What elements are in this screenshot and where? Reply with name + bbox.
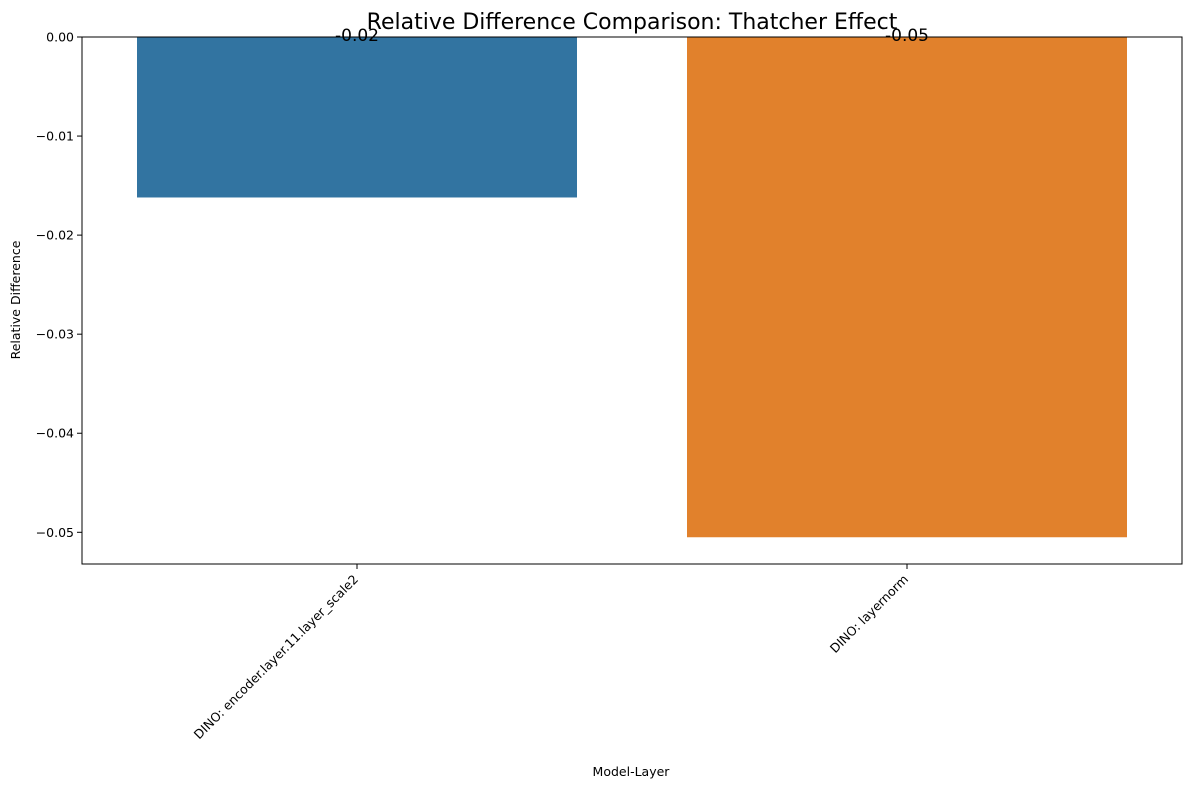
y-tick-label: −0.01 (36, 129, 74, 144)
plot-frame (81, 36, 1183, 565)
x-axis: DINO: encoder.layer.11.layer_scale2 DINO:… (191, 564, 911, 742)
x-tick-label: DINO: layernorm (827, 572, 911, 656)
y-tick-label: −0.05 (36, 525, 74, 540)
bar (137, 37, 577, 198)
data-labels-group: -0.02 -0.05 (335, 26, 929, 46)
y-tick-label: −0.04 (36, 426, 74, 441)
bar-data-label: -0.05 (885, 26, 929, 46)
y-axis: 0.00 −0.01 −0.02 −0.03 −0.04 −0.05 (36, 30, 82, 540)
x-axis-label: Model-Layer (593, 764, 671, 779)
x-tick-label: DINO: encoder.layer.11.layer_scale2 (191, 572, 361, 742)
bars-group (137, 37, 1127, 538)
bar (687, 37, 1127, 538)
y-axis-label: Relative Difference (8, 240, 23, 359)
y-tick-label: −0.03 (36, 327, 74, 342)
y-tick-label: −0.02 (36, 228, 74, 243)
bar-data-label: -0.02 (335, 26, 379, 46)
chart-title: Relative Difference Comparison: Thatcher… (367, 10, 898, 35)
y-tick-label: 0.00 (46, 30, 74, 45)
